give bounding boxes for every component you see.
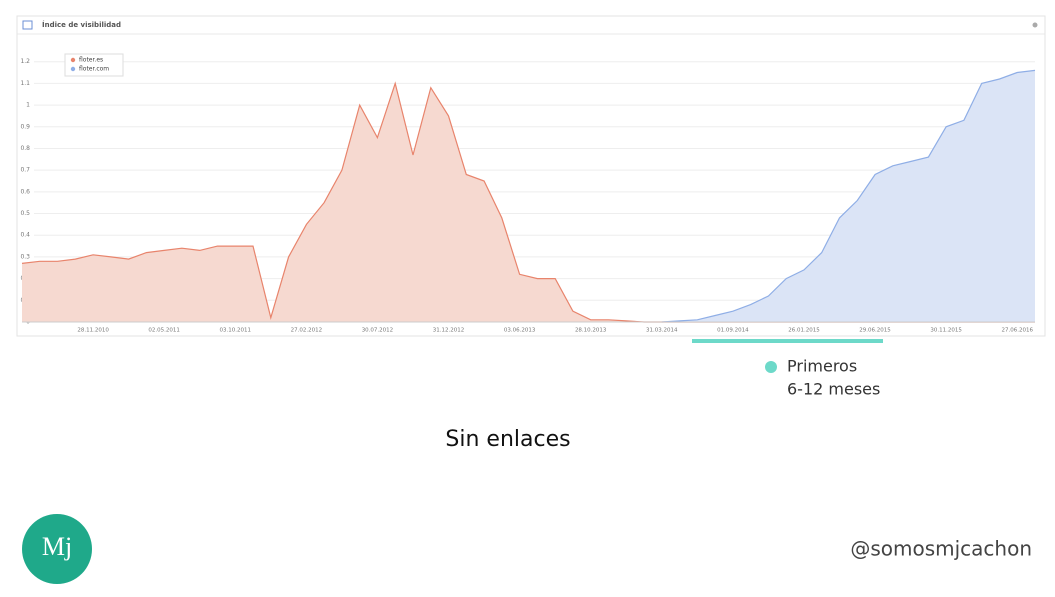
x-tick-label: 01.09.2014: [717, 328, 749, 334]
y-tick-label: 0.4: [20, 232, 30, 239]
legend-label: floter.es: [79, 57, 103, 64]
area-fill: [22, 83, 1035, 323]
chart-icon: [22, 20, 33, 30]
period-bar: [692, 339, 883, 343]
y-tick-label: 1.2: [20, 58, 30, 65]
plot: 00.10.20.30.40.50.60.70.80.911.11.228.11…: [20, 53, 1036, 334]
x-tick-label: 28.11.2010: [77, 328, 109, 334]
legend-swatch: [70, 66, 76, 72]
area-fill: [661, 70, 1035, 323]
x-tick-label: 28.10.2013: [575, 328, 607, 334]
x-tick-label: 27.06.2016: [1001, 328, 1033, 334]
logo-circle: [22, 514, 92, 584]
x-tick-label: 31.12.2012: [433, 328, 465, 334]
annotation-line: 6-12 meses: [787, 380, 880, 399]
legend-label: floter.com: [79, 66, 109, 73]
y-tick-label: 1: [26, 102, 30, 109]
x-tick-label: 27.02.2012: [291, 328, 323, 334]
x-tick-label: 29.06.2015: [859, 328, 891, 334]
x-tick-label: 02.05.2011: [148, 328, 180, 334]
x-tick-label: 30.11.2015: [930, 328, 962, 334]
legend-box: [64, 53, 124, 77]
handle: @somosmjcachon: [850, 537, 1032, 561]
annotation-line: Primeros: [787, 357, 857, 376]
x-tick-label: 03.10.2011: [220, 328, 252, 334]
x-tick-label: 30.07.2012: [362, 328, 394, 334]
logo-text: Mj: [42, 532, 72, 561]
legend-swatch: [70, 57, 76, 63]
y-tick-label: 0.9: [20, 123, 30, 130]
y-tick-label: 0.7: [20, 167, 30, 174]
y-tick-label: 0.6: [20, 188, 30, 195]
y-tick-label: 1.1: [20, 80, 30, 87]
caption: Sin enlaces: [445, 427, 570, 452]
x-tick-label: 26.01.2015: [788, 328, 820, 334]
chart-title: Índice de visibilidad: [42, 20, 121, 29]
settings-icon[interactable]: [1032, 22, 1038, 28]
y-tick-label: 0.8: [20, 145, 30, 152]
legend: floter.es floter.com: [64, 53, 124, 77]
x-tick-label: 03.06.2013: [504, 328, 536, 334]
area-line: [661, 69, 1036, 323]
annotation-dot: [765, 361, 777, 373]
y-tick-label: 0.5: [20, 210, 30, 217]
y-tick-label: 0.3: [20, 253, 30, 260]
x-tick-label: 31.03.2014: [646, 328, 678, 334]
